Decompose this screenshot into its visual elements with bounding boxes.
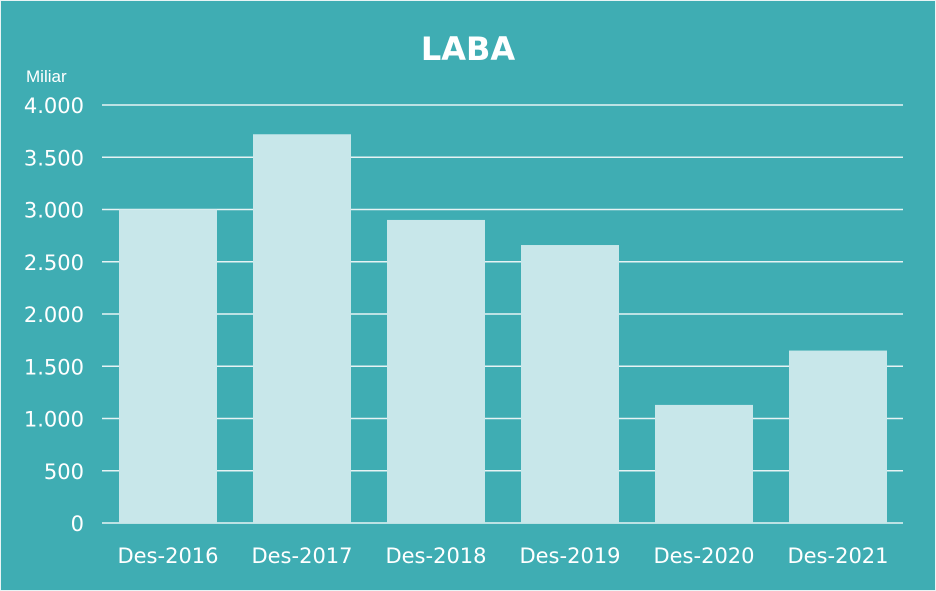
bar-des-2016 — [119, 209, 217, 523]
y-tick-label: 1.000 — [24, 408, 84, 432]
y-tick-label: 2.000 — [24, 303, 84, 327]
bar-des-2021 — [789, 350, 887, 523]
y-tick-label: 3.000 — [24, 199, 84, 223]
x-axis-ticks: Des-2016 Des-2017 Des-2018 Des-2019 Des-2020… — [117, 544, 888, 568]
y-tick-label: 500 — [44, 460, 84, 484]
bar-des-2018 — [387, 219, 485, 523]
bar-des-2019 — [521, 245, 619, 523]
bars — [119, 134, 887, 523]
bar-des-2020 — [655, 404, 753, 523]
x-tick-label: Des-2021 — [787, 544, 888, 568]
chart-title: LABA — [421, 30, 516, 68]
gridlines — [102, 104, 903, 524]
y-tick-label: 4.000 — [24, 94, 84, 118]
y-tick-label: 1.500 — [24, 355, 84, 379]
y-tick-label: 3.500 — [24, 146, 84, 170]
bar-des-2017 — [253, 134, 351, 523]
y-axis-ticks: 0 500 1.000 1.500 2.000 2.500 3.000 3.500 4.000 — [24, 94, 84, 536]
x-tick-label: Des-2018 — [385, 544, 486, 568]
y-axis-unit-label: Miliar — [26, 67, 67, 86]
x-tick-label: Des-2017 — [251, 544, 352, 568]
x-tick-label: Des-2016 — [117, 544, 218, 568]
x-tick-label: Des-2019 — [519, 544, 620, 568]
x-tick-label: Des-2020 — [653, 544, 754, 568]
y-tick-label: 0 — [71, 512, 84, 536]
y-tick-label: 2.500 — [24, 251, 84, 275]
